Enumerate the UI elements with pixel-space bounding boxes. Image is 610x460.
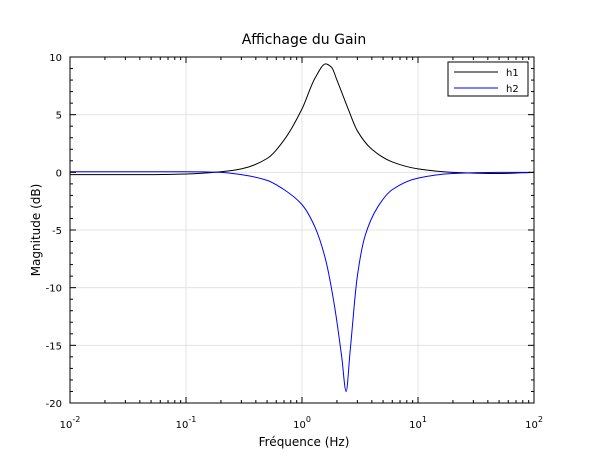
x-tick-label: 102 (525, 415, 543, 431)
legend-box (447, 61, 529, 97)
y-tick-label: -20 (46, 399, 62, 410)
tick-layer: 10-2 10-1 100 101 102 10 5 0 -5 -10 -15 -20 (46, 53, 543, 431)
y-tick-label: 5 (56, 111, 62, 122)
y-tick-label: -5 (52, 226, 62, 237)
y-tick-label: 10 (49, 53, 62, 64)
legend-label-h2: h2 (506, 84, 519, 95)
x-tick-label: 10-1 (176, 415, 197, 431)
y-tick-label: -15 (46, 341, 62, 352)
series-layer (69, 63, 535, 392)
x-tick-label: 10-2 (60, 415, 81, 431)
y-tick-label: 0 (56, 168, 62, 179)
series-line-h2 (69, 171, 534, 392)
y-tick-label: -10 (46, 284, 62, 295)
series-line-h1 (69, 63, 535, 176)
y-axis-title: Magnitude (dB) (29, 184, 43, 277)
x-tick-label: 100 (293, 415, 311, 431)
x-tick-label: 101 (409, 415, 427, 431)
legend-label-h1: h1 (506, 68, 519, 79)
x-axis-title: Fréquence (Hz) (259, 435, 350, 449)
chart-title: Affichage du Gain (242, 32, 367, 48)
